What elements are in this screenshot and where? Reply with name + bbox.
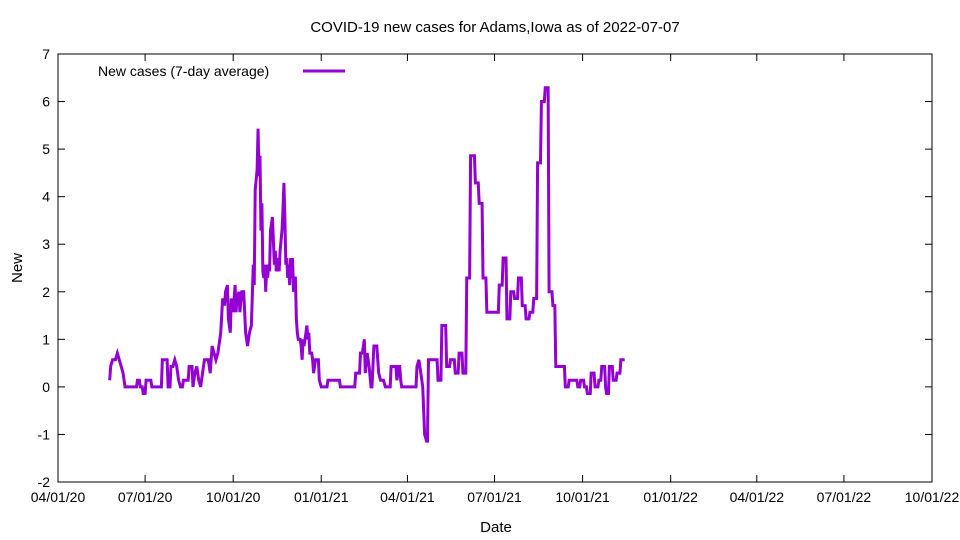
- x-tick-label: 01/01/22: [643, 489, 698, 505]
- plot-area: [57, 53, 933, 483]
- y-axis-label: New: [9, 253, 26, 283]
- x-tick-label: 10/01/20: [206, 489, 261, 505]
- x-tick-label: 07/01/20: [118, 489, 173, 505]
- x-tick-label: 01/01/21: [294, 489, 349, 505]
- y-axis: -2 -1 0 1 2 3 4 5 6 7: [38, 46, 932, 490]
- x-tick-label: 04/01/22: [730, 489, 785, 505]
- y-tick-label: 6: [42, 94, 50, 110]
- x-tick-label: 04/01/21: [380, 489, 435, 505]
- series-line-new-cases: [108, 86, 625, 443]
- y-tick-label: 1: [42, 331, 50, 347]
- x-axis: 04/01/20 07/01/20 10/01/20 01/01/21 04/01/21…: [31, 54, 960, 505]
- y-tick-label: 3: [42, 236, 50, 252]
- y-tick-label: -2: [38, 474, 51, 490]
- x-tick-label: 10/01/21: [555, 489, 610, 505]
- x-tick-label: 10/01/22: [905, 489, 960, 505]
- y-tick-label: -1: [38, 426, 51, 442]
- x-tick-label: 07/01/21: [467, 489, 522, 505]
- plot-border: [57, 53, 933, 483]
- y-tick-label: 4: [42, 189, 50, 205]
- x-axis-label: Date: [480, 519, 512, 536]
- y-tick-label: 0: [42, 379, 50, 395]
- x-tick-label: 04/01/20: [31, 489, 86, 505]
- legend-label: New cases (7-day average): [98, 63, 269, 79]
- y-tick-label: 2: [42, 284, 50, 300]
- y-tick-label: 7: [42, 46, 50, 62]
- legend: New cases (7-day average): [98, 63, 345, 79]
- chart-title: COVID-19 new cases for Adams,Iowa as of …: [310, 19, 679, 36]
- y-tick-label: 5: [42, 141, 50, 157]
- x-tick-label: 07/01/22: [817, 489, 872, 505]
